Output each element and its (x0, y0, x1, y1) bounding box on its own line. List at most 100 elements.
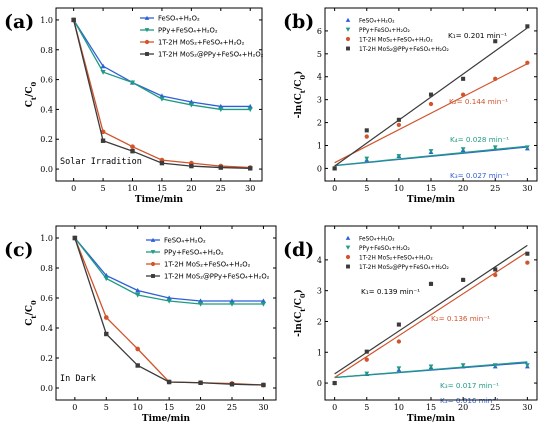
data-point (460, 92, 466, 97)
x-tick-label: 20 (186, 184, 196, 193)
legend-label: FeSO₄+H₂O₂ (359, 19, 395, 25)
data-point (247, 107, 253, 113)
data-point (525, 251, 530, 256)
y-tick-label: 4 (317, 256, 322, 265)
data-point (229, 301, 235, 307)
rate-label: K₃= 0.017 min⁻¹ (440, 381, 499, 390)
data-point (493, 76, 498, 81)
x-tick-label: 5 (101, 184, 106, 193)
data-point (166, 295, 172, 301)
panel-annotation: Solar Irradition (60, 157, 142, 167)
x-tick-label: 5 (364, 184, 369, 193)
data-point (364, 349, 369, 354)
series-1 (71, 17, 253, 113)
legend-label: PPy+FeSO₄+H₂O₂ (158, 27, 218, 35)
x-tick-label: 5 (364, 403, 369, 412)
y-tick-label: 0.6 (40, 76, 53, 85)
x-tick-label: 0 (332, 403, 337, 412)
x-tick-label: 20 (458, 184, 468, 193)
legend-marker (144, 39, 150, 45)
legend: FeSO₄+H₂O₂ PPy+FeSO₄+H₂O₂ 1T-2H MoS₂+FeSO₄… (345, 235, 449, 271)
data-point (525, 60, 530, 65)
data-point (492, 363, 498, 368)
data-point (135, 292, 141, 298)
series-3 (71, 17, 253, 171)
y-tick-label: 3 (317, 96, 322, 105)
panel-label: (a) (4, 11, 34, 33)
legend-label: FeSO₄+H₂O₂ (359, 237, 395, 243)
plot-frame (55, 7, 263, 182)
legend-marker (346, 46, 350, 51)
data-point (396, 366, 402, 371)
data-point (100, 129, 106, 135)
legend-label: 1T-2H MoS₂+FeSO₄+H₂O₂ (158, 39, 245, 47)
data-point (100, 63, 106, 69)
data-point (260, 301, 267, 307)
data-point (461, 277, 466, 282)
data-point (396, 339, 402, 344)
y-tick-label: 2 (317, 317, 322, 326)
y-tick-label: 1 (317, 141, 322, 150)
x-tick-label: 10 (394, 403, 404, 412)
series-3 (332, 244, 530, 386)
data-point (493, 272, 498, 278)
y-axis-title: Ct/C0 (25, 81, 38, 107)
data-point (493, 39, 498, 44)
data-point (364, 371, 370, 376)
data-point (461, 76, 466, 81)
legend-marker (144, 15, 150, 20)
legend: FeSO₄+H₂O₂ PPy+FeSO₄+H₂O₂ 1T-2H MoS₂+FeSO₄… (146, 237, 270, 281)
x-tick-label: 15 (157, 184, 167, 193)
x-tick-label: 30 (522, 184, 532, 193)
data-point (103, 315, 109, 320)
x-tick-label: 0 (332, 184, 337, 193)
data-point (189, 163, 194, 169)
panel-b: (b) 0 5 10 15 20 25 30 0 1 2 3 4 5 6 Time/min -ln(Ct/C0)… (283, 7, 538, 205)
legend-label: 1T-2H MoS₂@PPy+FeSO₄+H₂O₂ (359, 47, 449, 53)
data-point (104, 331, 109, 337)
rate-label: K₂= 0.144 min⁻¹ (449, 97, 508, 106)
x-axis-title: Time/min (407, 414, 456, 424)
y-axis-title: Ct/C0 (25, 300, 38, 326)
data-point (396, 154, 402, 159)
series-line (74, 237, 264, 302)
legend-marker (150, 261, 156, 267)
x-tick-label: 30 (522, 403, 532, 412)
data-point (229, 382, 235, 387)
x-tick-label: 25 (490, 403, 500, 412)
legend-label: 1T-2H MoS₂+FeSO₄+H₂O₂ (359, 256, 433, 262)
y-tick-label: 6 (317, 27, 322, 36)
data-point (460, 147, 466, 152)
x-tick-label: 15 (164, 403, 174, 412)
series-0 (72, 235, 267, 304)
legend-marker (345, 235, 351, 240)
x-tick-label: 15 (426, 184, 436, 193)
data-point (198, 380, 203, 385)
data-point (525, 24, 530, 29)
data-point (428, 92, 434, 97)
data-point (129, 80, 136, 86)
data-point (218, 107, 224, 113)
data-point (493, 267, 498, 272)
data-point (166, 298, 172, 304)
plot-area (72, 235, 267, 388)
y-axis-title: -ln(Ct/C0) (293, 289, 307, 337)
legend-marker (345, 245, 351, 250)
data-point (218, 165, 224, 170)
data-point (197, 301, 204, 307)
plot-area (332, 244, 530, 386)
x-tick-label: 25 (490, 184, 500, 193)
data-point (460, 363, 466, 368)
y-tick-label: 2 (317, 119, 322, 128)
legend-label: PPy+FeSO₄+H₂O₂ (359, 28, 410, 34)
rate-label: K₁= 0.201 min⁻¹ (448, 31, 507, 40)
legend-marker (345, 254, 351, 260)
panel-c: (c) 0 5 10 15 20 25 30 0.0 0.2 0.4 0.6 0.8 1.0 Time/mi… (4, 225, 277, 424)
y-tick-label: 0 (317, 164, 322, 173)
legend-marker (345, 27, 351, 32)
y-tick-label: 0.8 (40, 264, 53, 273)
x-tick-label: 10 (394, 184, 404, 193)
x-tick-label: 30 (258, 403, 268, 412)
series-2 (72, 235, 266, 388)
data-point (135, 346, 141, 352)
